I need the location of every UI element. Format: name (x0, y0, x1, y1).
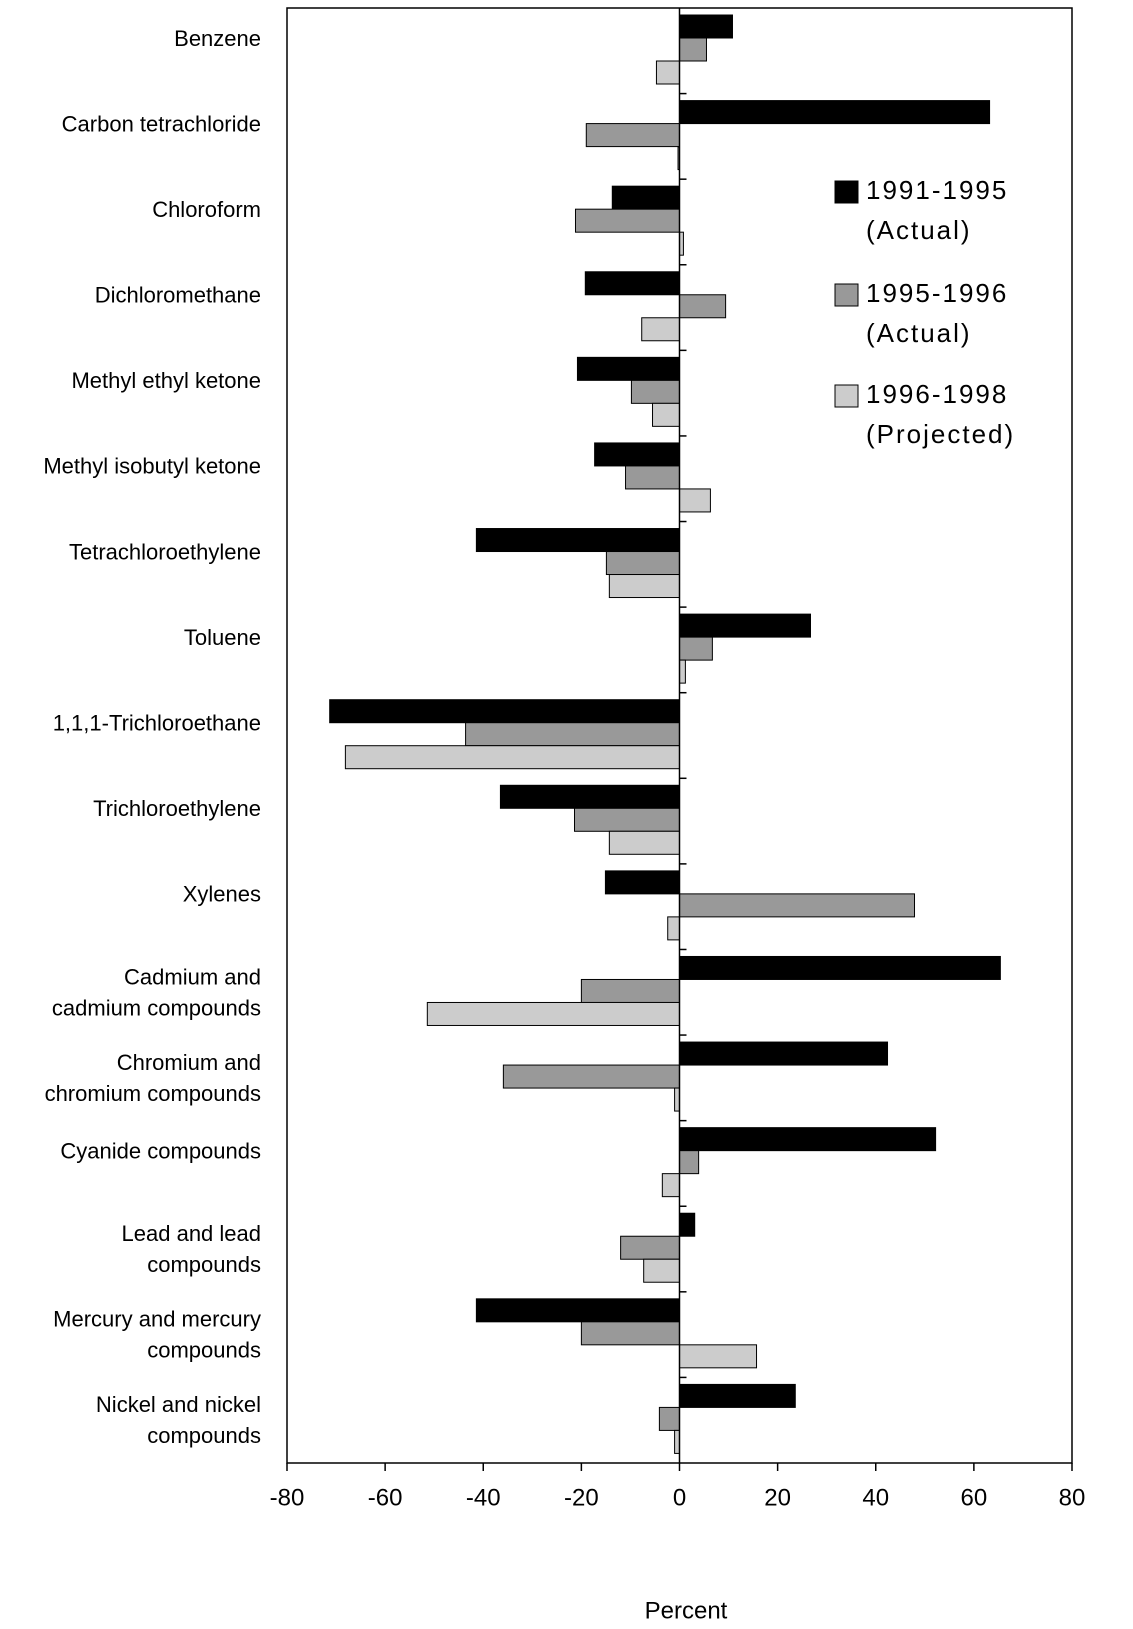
bar (630, 379, 681, 404)
legend-label: 1995-1996 (Actual) (866, 278, 1008, 348)
y-tick-label: Lead and lead compounds (122, 1221, 261, 1277)
y-tick-label: Carbon tetrachloride (62, 111, 261, 136)
bar (679, 955, 1001, 980)
bar (574, 208, 680, 233)
bar (625, 465, 680, 490)
bar (502, 1064, 680, 1089)
bar (580, 1321, 680, 1346)
bar (679, 1127, 937, 1152)
y-tick-label: Methyl isobutyl ketone (43, 454, 261, 479)
x-tick-label: 60 (961, 1484, 988, 1511)
y-tick-label: Tetrachloroethylene (69, 539, 261, 564)
bar (611, 185, 680, 210)
bar (344, 745, 680, 770)
bar (475, 528, 680, 553)
x-tick-label: -60 (368, 1484, 403, 1511)
bar (667, 916, 680, 941)
y-tick-label: Dichloromethane (95, 282, 261, 307)
x-tick-label: -20 (564, 1484, 599, 1511)
legend-label: 1996-1998 (Projected) (866, 379, 1015, 449)
y-tick-label: Xylenes (183, 881, 261, 906)
bar (661, 1173, 680, 1198)
bar (605, 551, 680, 576)
x-tick-label: -40 (466, 1484, 501, 1511)
bar (679, 893, 916, 918)
y-tick-label: Cadmium and cadmium compounds (52, 964, 261, 1020)
bar (679, 636, 713, 661)
y-tick-label: Trichloroethylene (93, 796, 261, 821)
bar (499, 784, 680, 809)
bar (655, 60, 680, 85)
legend-swatch (834, 384, 859, 408)
bar (585, 123, 680, 148)
bar (679, 659, 686, 684)
bar (643, 1258, 681, 1283)
bar (426, 1001, 680, 1026)
bar (475, 1298, 680, 1323)
bar (604, 870, 681, 895)
legend-label: 1991-1995 (Actual) (866, 175, 1008, 245)
y-tick-label: Chloroform (152, 197, 261, 222)
bar (679, 1383, 796, 1408)
bar (576, 356, 681, 381)
bar (679, 1041, 889, 1066)
bar (652, 402, 680, 427)
bar (620, 1235, 680, 1260)
bar (574, 807, 680, 832)
bar (580, 978, 680, 1003)
y-tick-label: Mercury and mercury compounds (53, 1306, 261, 1362)
bar (465, 722, 680, 747)
bar (641, 317, 680, 342)
x-tick-label: 20 (764, 1484, 791, 1511)
x-tick-label: 40 (862, 1484, 889, 1511)
bar (679, 613, 811, 638)
x-axis-label: Percent (645, 1597, 728, 1624)
bar (679, 1344, 758, 1369)
bar (679, 100, 991, 125)
y-tick-label: Benzene (174, 26, 261, 51)
bar (658, 1406, 681, 1431)
bar (608, 574, 681, 599)
bar (679, 294, 727, 319)
bar (679, 488, 711, 513)
y-tick-label: Toluene (184, 625, 261, 650)
y-tick-label: Nickel and nickel compounds (96, 1392, 261, 1448)
legend-swatch (834, 180, 859, 204)
x-tick-label: 80 (1059, 1484, 1086, 1511)
y-tick-label: Methyl ethyl ketone (71, 368, 261, 393)
bar (679, 1212, 696, 1237)
bar (679, 14, 733, 39)
bar (594, 442, 681, 467)
bar (329, 699, 680, 724)
bar (679, 37, 707, 62)
legend-swatch (834, 283, 859, 307)
x-tick-label: 0 (673, 1484, 686, 1511)
y-tick-label: 1,1,1-Trichloroethane (53, 710, 261, 735)
bar (608, 830, 681, 855)
bar (679, 1150, 700, 1175)
y-tick-label: Chromium and chromium compounds (45, 1050, 261, 1106)
bar (584, 271, 680, 296)
y-tick-label: Cyanide compounds (60, 1138, 261, 1163)
x-tick-label: -80 (270, 1484, 305, 1511)
